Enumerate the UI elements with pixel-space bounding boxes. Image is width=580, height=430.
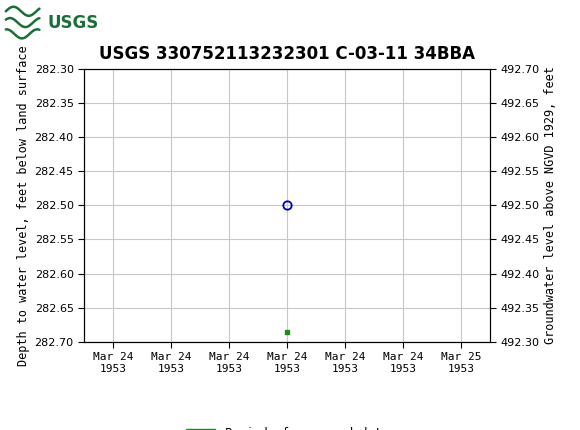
Title: USGS 330752113232301 C-03-11 34BBA: USGS 330752113232301 C-03-11 34BBA	[99, 45, 475, 63]
Y-axis label: Depth to water level, feet below land surface: Depth to water level, feet below land su…	[17, 45, 30, 366]
Text: USGS: USGS	[48, 14, 99, 31]
Legend: Period of approved data: Period of approved data	[181, 423, 393, 430]
FancyBboxPatch shape	[3, 3, 87, 42]
Y-axis label: Groundwater level above NGVD 1929, feet: Groundwater level above NGVD 1929, feet	[544, 66, 557, 344]
